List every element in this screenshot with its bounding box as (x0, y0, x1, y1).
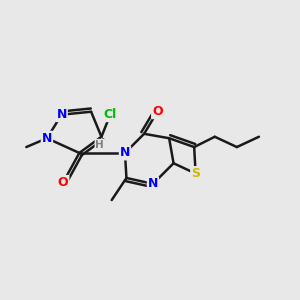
Text: Cl: Cl (103, 108, 117, 121)
Text: N: N (148, 177, 158, 190)
Text: N: N (120, 146, 130, 159)
Text: N: N (56, 108, 67, 121)
Text: H: H (95, 140, 104, 150)
Text: S: S (191, 167, 200, 180)
Text: N: N (42, 132, 52, 145)
Text: O: O (152, 105, 163, 118)
Text: O: O (58, 176, 68, 189)
